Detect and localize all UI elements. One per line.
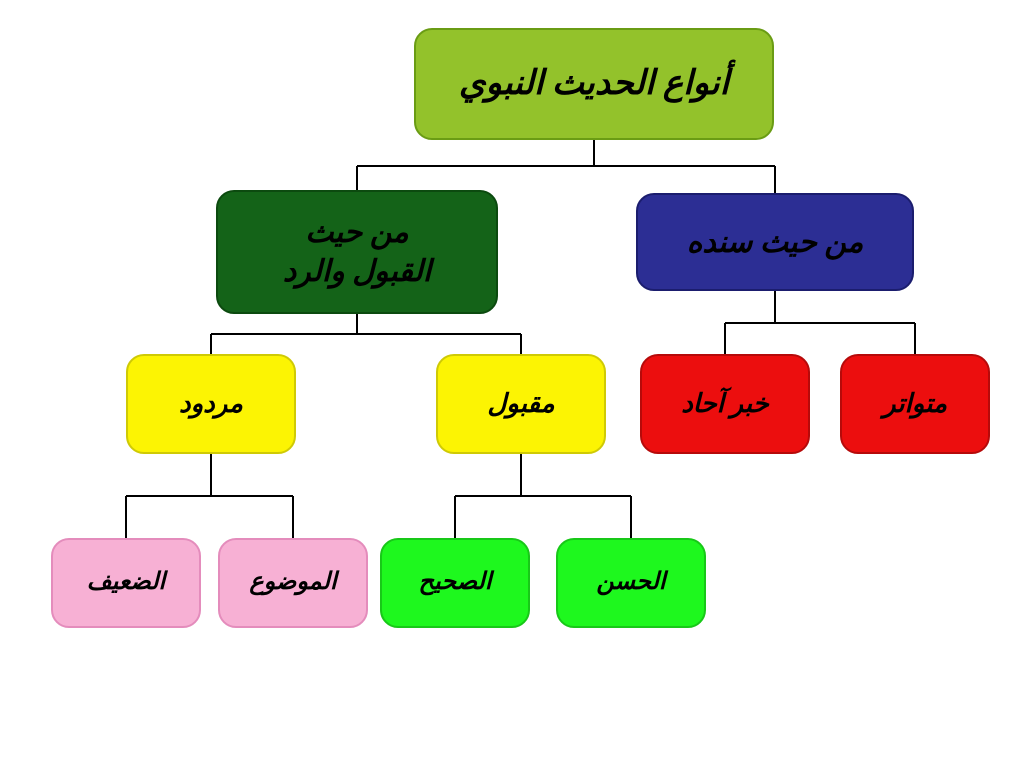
node-root: أنواع الحديث النبوي: [414, 28, 774, 140]
node-label-mawdu: الموضوع: [249, 567, 336, 598]
node-label-root: أنواع الحديث النبوي: [459, 62, 729, 106]
node-label-maqbul: مقبول: [487, 387, 554, 421]
node-label-daif: الضعيف: [87, 567, 165, 598]
node-maqbul: مقبول: [436, 354, 606, 454]
node-hasan: الحسن: [556, 538, 706, 628]
node-label-sanad: من حيث سنده: [687, 223, 864, 262]
node-mutawatir: متواتر: [840, 354, 990, 454]
node-label-mutawatir: متواتر: [883, 387, 947, 421]
node-label-qabul: من حيث القبول والرد: [283, 213, 431, 291]
node-label-sahih: الصحيح: [418, 567, 491, 598]
node-qabul: من حيث القبول والرد: [216, 190, 498, 314]
node-ahad: خبر آحاد: [640, 354, 810, 454]
node-mardud: مردود: [126, 354, 296, 454]
node-label-hasan: الحسن: [596, 567, 665, 598]
node-sanad: من حيث سنده: [636, 193, 914, 291]
node-label-ahad: خبر آحاد: [681, 387, 769, 421]
node-daif: الضعيف: [51, 538, 201, 628]
node-label-mardud: مردود: [179, 387, 243, 421]
node-mawdu: الموضوع: [218, 538, 368, 628]
node-sahih: الصحيح: [380, 538, 530, 628]
